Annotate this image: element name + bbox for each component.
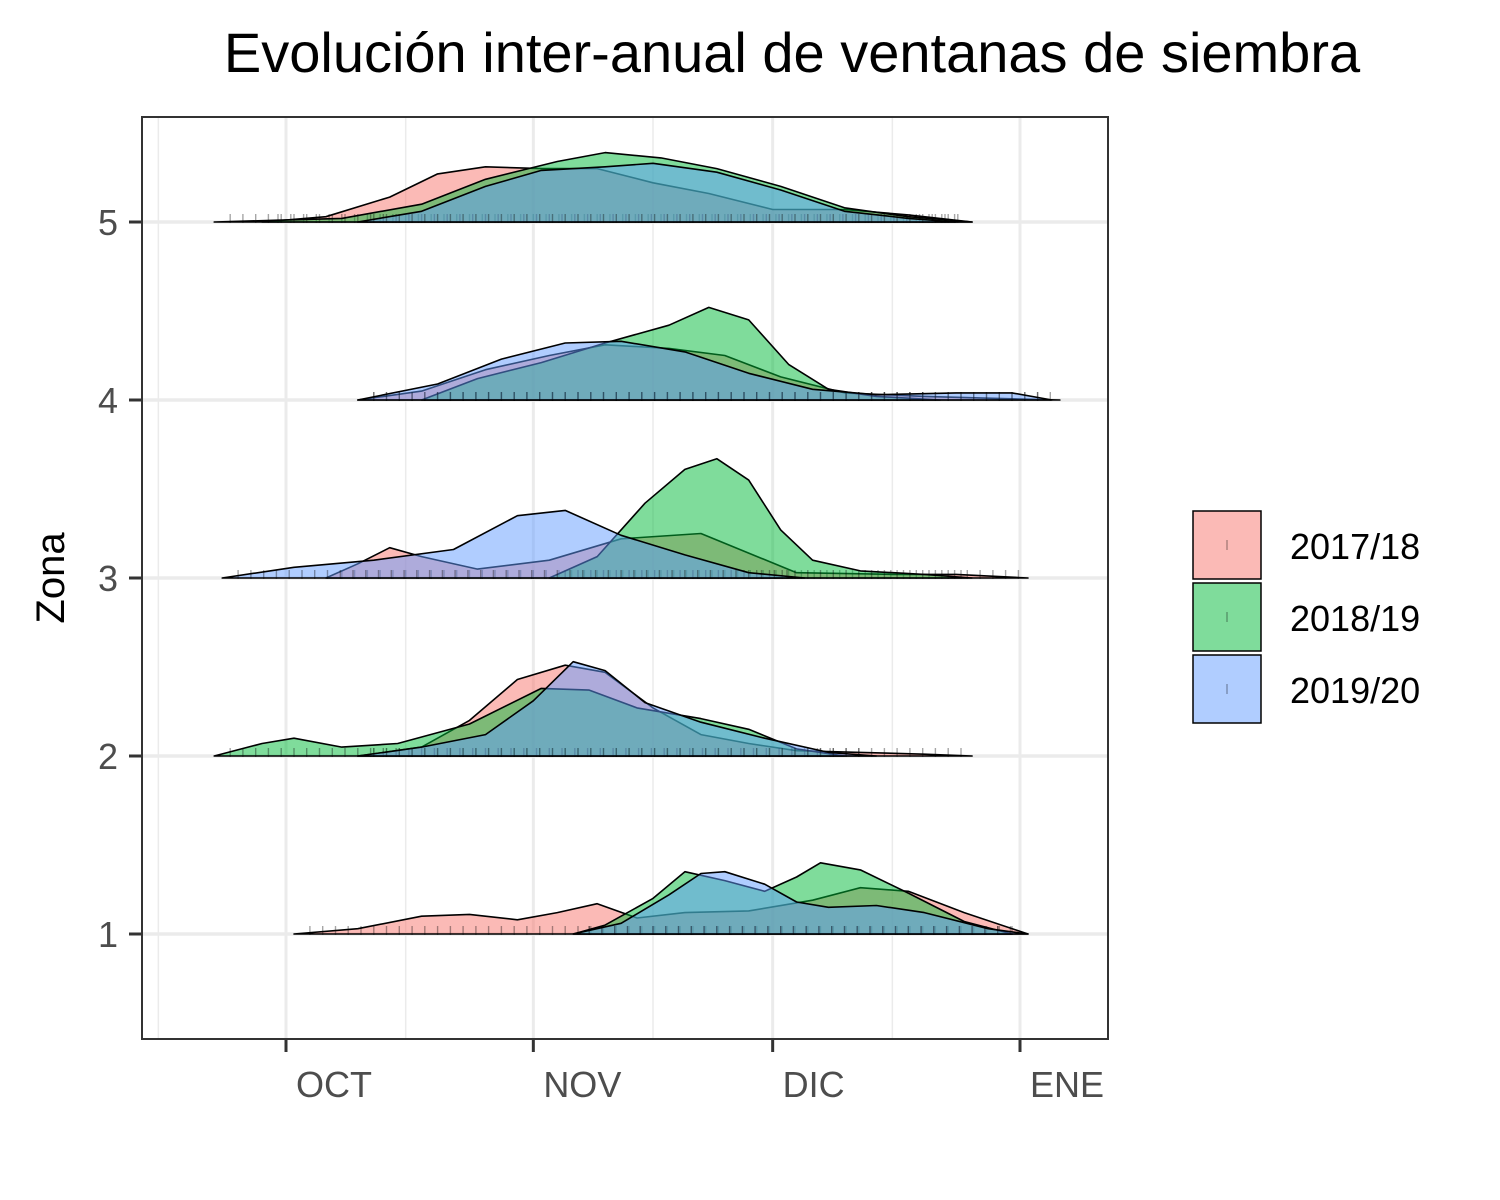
y-tick-label: 5: [98, 202, 118, 243]
legend-key-2017-18: [1192, 510, 1262, 580]
density-ridge-2019-20-zona-3: [221, 509, 806, 579]
density-ridge-2019-20-zona-4: [357, 340, 1053, 401]
x-tick-label: NOV: [543, 1064, 621, 1105]
legend-label-2019-20: 2019/20: [1290, 670, 1420, 711]
legend-label-2018-19: 2018/19: [1290, 598, 1420, 639]
y-tick-label: 1: [98, 914, 118, 955]
chart-title: Evolución inter-anual de ventanas de sie…: [224, 21, 1361, 84]
rug-ticks-2019-20-zona-2: [373, 748, 860, 757]
x-tick-label: DIC: [783, 1064, 845, 1105]
y-tick-label: 4: [98, 380, 118, 421]
density-ridge-2019-20-zona-2: [357, 660, 878, 757]
rug-ticks-2019-20-zona-1: [588, 926, 1012, 935]
legend-key-2018-19: [1192, 582, 1262, 652]
legend-label-2017-18: 2017/18: [1290, 526, 1420, 567]
axes: OCT NOV DIC ENE 1 2 3 4 5: [98, 116, 1109, 1105]
density-ridge-2019-20-zona-5: [357, 162, 957, 223]
legend: 2017/18 2018/19 2019/20: [1192, 510, 1420, 724]
plot-area: [142, 117, 1108, 1039]
density-ridge-2019-20-zona-1: [572, 870, 1029, 935]
y-tick-label: 2: [98, 736, 118, 777]
y-tick-label: 3: [98, 558, 118, 599]
legend-key-2019-20: [1192, 654, 1262, 724]
rug-ticks-2019-20-zona-3: [237, 570, 788, 579]
rug-ticks-2019-20-zona-5: [373, 214, 949, 223]
x-tick-label: OCT: [296, 1064, 372, 1105]
y-axis-title: Zona: [29, 532, 73, 624]
rug-ticks-2019-20-zona-4: [373, 392, 1039, 401]
x-tick-label: ENE: [1030, 1064, 1104, 1105]
